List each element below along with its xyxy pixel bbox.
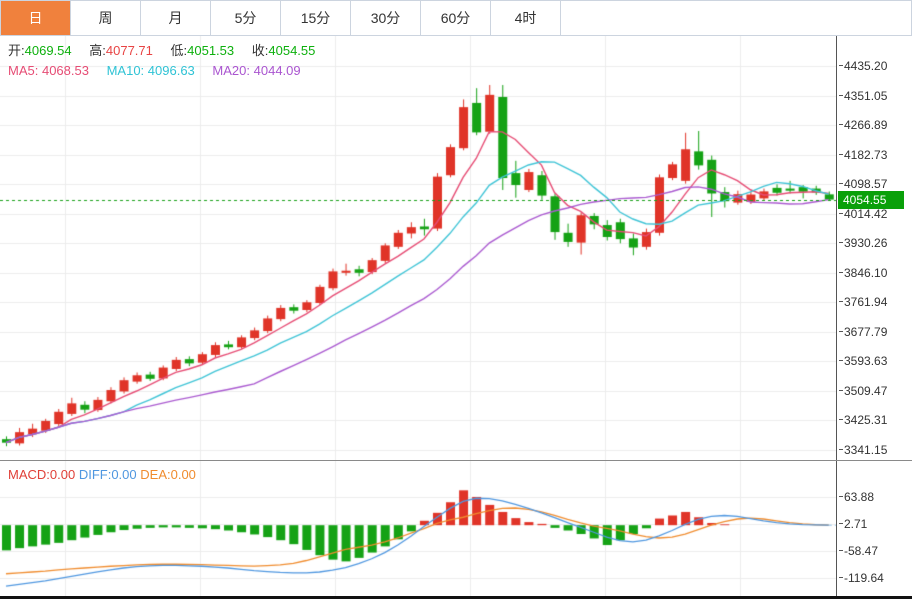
y-axis-tick: 4435.20 [839,59,887,73]
y-axis-tick: 3509.47 [839,384,887,398]
tabbar-filler [561,1,912,35]
tab-15min[interactable]: 15分 [281,1,351,35]
main-chart-canvas[interactable] [0,36,836,460]
price-y-axis: 4054.55 4435.20 4351.05 4266.89 4182.73 4098… [836,36,912,460]
y-axis-tick: 3930.26 [839,236,887,250]
ma20-label: MA20: [212,63,250,78]
macd-y-axis-tick: -58.47 [839,544,878,558]
macd-y-axis-tick: 63.88 [839,490,874,504]
y-axis-tick: 4014.42 [839,207,887,221]
ma5-value: 4068.53 [41,63,89,78]
open-value: 4069.54 [24,43,72,58]
main-candle-panel: 开:4069.54 高:4077.71 低:4051.53 收: 4054.55 … [0,36,912,460]
dea-value: 0.00 [170,467,196,482]
macd-panel: MACD:0.00 DIFF:0.00 DEA:0.00 63.88 2.71 -5… [0,460,912,596]
diff-value: 0.00 [111,467,137,482]
diff-label: DIFF: [78,467,112,482]
y-axis-tick: 4182.73 [839,148,887,162]
tab-60min[interactable]: 60分 [421,1,491,35]
macd-value: 0.00 [49,467,76,482]
low-value: 4051.53 [187,43,235,58]
tab-30min[interactable]: 30分 [351,1,421,35]
macd-label: MACD: [8,467,50,482]
close-label: 收: [251,43,269,58]
y-axis-tick: 3341.15 [839,443,887,457]
y-axis-tick: 3761.94 [839,295,887,309]
period-tabbar: 日 周 月 5分 15分 30分 60分 4时 [0,0,912,36]
tab-5min[interactable]: 5分 [211,1,281,35]
ohlc-line: 开:4069.54 高:4077.71 低:4051.53 收:4054.55 [8,41,315,61]
ma-line: MA5: 4068.53 MA10: 4096.63 MA20: 4044.09 [8,61,315,81]
tab-monthly[interactable]: 月 [141,1,211,35]
y-axis-tick: 3677.79 [839,325,887,339]
y-axis-tick: 3425.31 [839,413,887,427]
y-axis-tick: 4098.57 [839,177,887,191]
tab-daily[interactable]: 日 [1,1,71,35]
close-value: 4054.55 [268,43,316,58]
macd-y-axis-tick: -119.64 [839,571,884,585]
macd-y-axis-tick: 2.71 [839,517,867,531]
y-axis-tick: 4351.05 [839,89,887,103]
high-label: 高: [89,43,106,58]
chart-area: 开:4069.54 高:4077.71 低:4051.53 收: 4054.55 … [0,36,912,599]
y-axis-tick: 3846.10 [839,266,887,280]
y-axis-tick: 4266.89 [839,118,887,132]
open-label: 开: [8,43,25,58]
dea-label: DEA: [140,467,171,482]
macd-y-axis: 63.88 2.71 -58.47 -119.64 [836,461,912,596]
ma20-value: 4044.09 [253,63,301,78]
high-value: 4077.71 [105,43,153,58]
macd-chart-canvas[interactable] [0,461,836,596]
ma10-label: MA10: [106,63,145,78]
low-label: 低: [170,43,188,58]
current-price-badge: 4054.55 [838,190,904,209]
y-axis-tick: 3593.63 [839,354,887,368]
ma5-label: MA5: [8,63,39,78]
macd-info: MACD:0.00 DIFF:0.00 DEA:0.00 [8,467,196,483]
ohlc-info: 开:4069.54 高:4077.71 低:4051.53 收:4054.55 … [8,41,315,81]
tab-weekly[interactable]: 周 [71,1,141,35]
tab-4hour[interactable]: 4时 [491,1,561,35]
ma10-value: 4096.63 [147,63,195,78]
